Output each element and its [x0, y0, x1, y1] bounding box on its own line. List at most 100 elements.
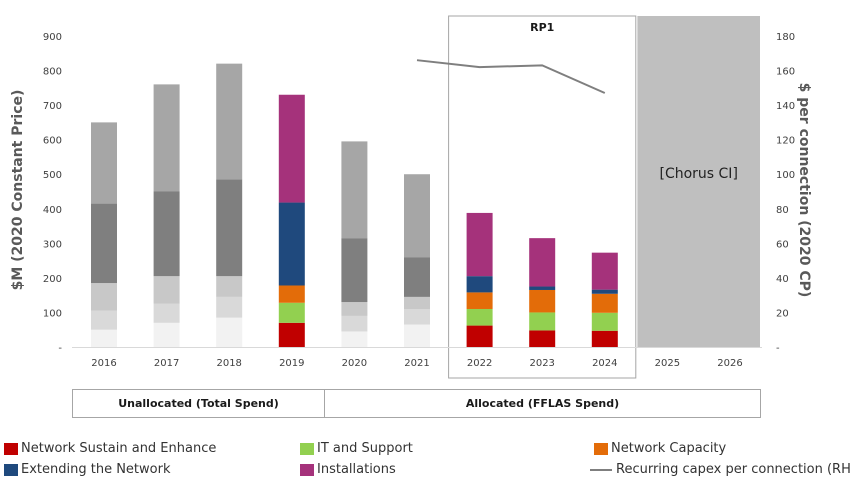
y2-tick-label: - [776, 343, 780, 354]
category-group-allocated: Allocated (FFLAS Spend) [324, 389, 761, 418]
placeholder-label: [Chorus CI] [659, 166, 737, 182]
bar-segment-unallocated [404, 296, 430, 309]
y2-tick-label: 140 [776, 101, 795, 112]
x-tick-label: 2022 [467, 358, 492, 369]
y-tick-label: 100 [43, 308, 62, 319]
legend-label: Installations [317, 462, 396, 477]
bar-segment-installations [591, 252, 618, 290]
bar-segment-unallocated [91, 310, 117, 330]
x-tick-label: 2021 [404, 358, 429, 369]
bar-segment-unallocated [404, 174, 430, 258]
bar-segment-installations [278, 94, 305, 203]
legend-item-extending-network: Extending the Network [4, 462, 170, 477]
bar-segment-unallocated [153, 84, 180, 192]
bar-segment-it-support [529, 312, 556, 331]
bar-segment-extending-network [529, 286, 556, 290]
bar-segment-unallocated [341, 302, 368, 316]
legend-swatch [4, 463, 18, 476]
bar-segment-network-capacity [278, 285, 305, 303]
rp1-frame [448, 15, 637, 379]
x-tick-label: 2026 [717, 358, 742, 369]
bar-segment-installations [466, 212, 493, 277]
y2-tick-label: 40 [776, 274, 789, 285]
legend-swatch [594, 442, 608, 455]
y2-tick-label: 20 [776, 308, 789, 319]
bar-segment-network-sustain [278, 322, 305, 347]
y-tick-label: 900 [43, 32, 62, 43]
y2-tick-label: 100 [776, 170, 795, 181]
bar-segment-network-sustain [591, 330, 618, 347]
legend-label: Recurring capex per connection (RHS) [616, 462, 850, 477]
x-tick-label: 2017 [154, 358, 179, 369]
x-tick-label: 2016 [91, 358, 116, 369]
y2-tick-label: 180 [776, 32, 795, 43]
bar-segment-unallocated [341, 331, 368, 347]
recurring-capex-line [416, 59, 606, 94]
legend-label: Network Capacity [611, 441, 727, 456]
legend-swatch [4, 442, 18, 455]
category-group-unallocated: Unallocated (Total Spend) [72, 389, 325, 418]
legend-item-installations: Installations [300, 462, 396, 477]
y2-tick-label: 80 [776, 205, 789, 216]
bar-segment-unallocated [216, 317, 243, 347]
bar-segment-network-sustain [529, 330, 556, 347]
bar-segment-extending-network [591, 289, 618, 294]
x-tick-label: 2024 [592, 358, 617, 369]
bar-segment-unallocated [153, 322, 180, 347]
bar-segment-unallocated [341, 315, 368, 332]
bar-segment-unallocated [91, 283, 117, 311]
x-tick-label: 2019 [279, 358, 304, 369]
legend-item-network-capacity: Network Capacity [594, 441, 726, 456]
y-tick-label: 500 [43, 170, 62, 181]
y2-tick-label: 120 [776, 136, 795, 147]
legend-item-recurring-capex-line: Recurring capex per connection (RHS) [590, 462, 850, 477]
x-tick-label: 2023 [529, 358, 554, 369]
legend-line-swatch [590, 468, 612, 471]
bar-segment-network-capacity [466, 292, 493, 309]
y2-tick-label: 160 [776, 67, 795, 78]
y-tick-label: 300 [43, 239, 62, 250]
y-tick-label: 800 [43, 67, 62, 78]
bar-segment-unallocated [91, 122, 117, 204]
bar-segment-it-support [466, 308, 493, 326]
bar-segment-network-capacity [591, 293, 618, 313]
bar-segment-unallocated [216, 296, 243, 318]
bar-segment-network-capacity [529, 289, 556, 313]
y2-tick-label: 60 [776, 239, 789, 250]
category-group-label: Unallocated (Total Spend) [118, 397, 279, 410]
y2-axis-title: $ per connection (2020 CP) [796, 83, 812, 298]
rp1-label: RP1 [530, 21, 554, 34]
bar-segment-network-sustain [466, 325, 493, 347]
y-tick-label: 700 [43, 101, 62, 112]
legend-label: Network Sustain and Enhance [21, 441, 217, 456]
y-tick-label: 200 [43, 274, 62, 285]
legend-swatch [300, 442, 314, 455]
x-tick-label: 2020 [342, 358, 367, 369]
bar-segment-extending-network [278, 202, 305, 286]
bar-segment-unallocated [216, 63, 243, 180]
legend-item-network-sustain: Network Sustain and Enhance [4, 441, 216, 456]
bar-segment-unallocated [341, 238, 368, 303]
bar-segment-extending-network [466, 276, 493, 293]
bar-segment-unallocated [91, 203, 117, 284]
legend-item-it-support: IT and Support [300, 441, 413, 456]
legend-label: Extending the Network [21, 462, 171, 477]
bar-segment-unallocated [404, 324, 430, 347]
bar-segment-unallocated [404, 257, 430, 297]
bar-segment-unallocated [91, 329, 117, 347]
bar-segment-unallocated [153, 276, 180, 304]
y-tick-label: 400 [43, 205, 62, 216]
bar-segment-unallocated [341, 141, 368, 239]
bar-segment-unallocated [216, 276, 243, 297]
bar-segment-installations [529, 238, 556, 287]
bar-segment-unallocated [216, 179, 243, 277]
x-tick-label: 2018 [216, 358, 241, 369]
y-axis-title: $M (2020 Constant Price) [10, 90, 26, 291]
x-tick-label: 2025 [655, 358, 680, 369]
bar-segment-unallocated [153, 191, 180, 277]
bar-segment-unallocated [404, 308, 430, 325]
y-tick-label: 600 [43, 136, 62, 147]
legend-label: IT and Support [317, 441, 413, 456]
